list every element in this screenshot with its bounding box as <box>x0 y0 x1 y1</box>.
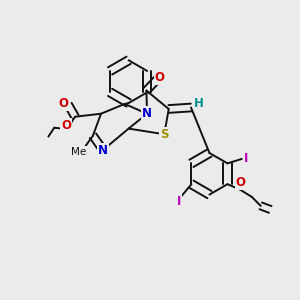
Text: Me: Me <box>71 147 86 157</box>
Text: O: O <box>61 119 71 132</box>
Text: I: I <box>244 152 248 164</box>
Text: S: S <box>160 128 169 141</box>
Text: H: H <box>194 97 203 110</box>
Text: N: N <box>98 143 108 157</box>
Text: N: N <box>142 107 152 120</box>
Text: O: O <box>236 176 246 190</box>
Text: O: O <box>155 71 165 84</box>
Text: I: I <box>176 195 181 208</box>
Text: O: O <box>58 98 68 110</box>
